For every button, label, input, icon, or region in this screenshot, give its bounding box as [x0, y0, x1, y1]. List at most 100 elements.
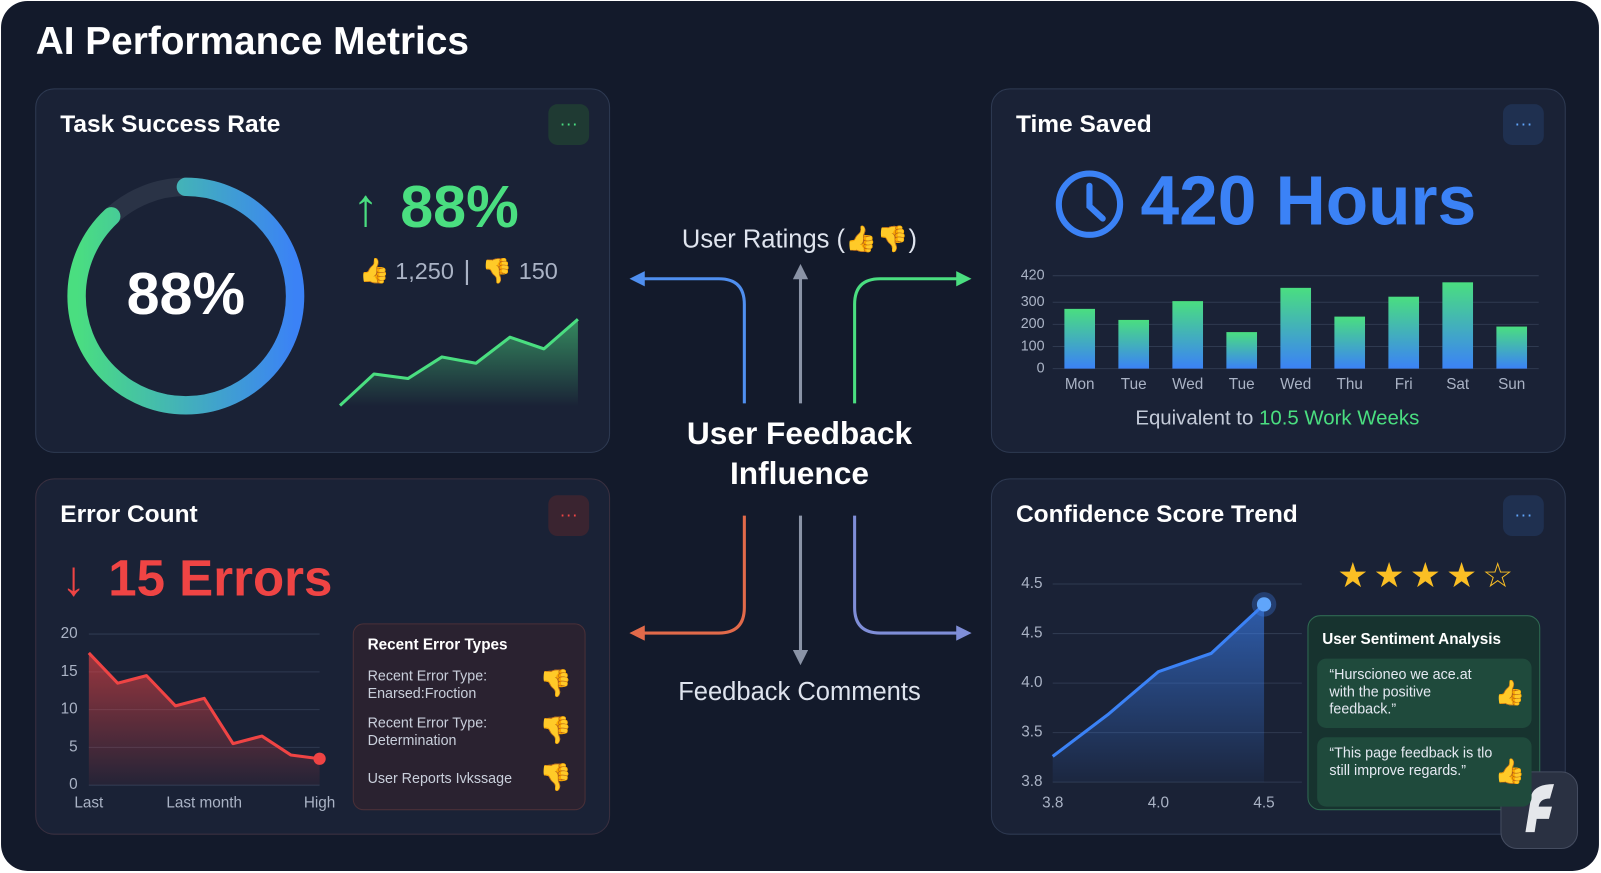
arrow-down-icon: ↓	[61, 552, 86, 606]
x-tick-label: 3.8	[1042, 795, 1063, 812]
y-tick-label: 5	[69, 738, 78, 755]
flow-arrows	[629, 263, 972, 666]
panel-title: Time Saved	[1016, 111, 1152, 138]
comment-card	[1317, 658, 1532, 729]
thumbs-down-icon: 👎	[539, 762, 572, 792]
menu-button[interactable]: ···	[548, 104, 590, 145]
panel-title: Error Count	[60, 501, 197, 528]
bar	[1388, 296, 1420, 369]
bar	[1118, 319, 1150, 369]
comment-text: “This page feedback is tlo still improve…	[1329, 744, 1493, 779]
box-title: Recent Error Types	[368, 636, 508, 653]
star: ☆	[1482, 557, 1513, 595]
panel	[990, 88, 1566, 453]
star: ★	[1410, 557, 1441, 595]
end-point	[313, 752, 326, 765]
area	[1052, 604, 1265, 783]
upvotes: 1,250	[395, 258, 454, 284]
star: ★	[1337, 557, 1368, 595]
panel-title: Confidence Score Trend	[1016, 501, 1298, 528]
y-tick-label: 15	[61, 663, 78, 680]
y-tick-label: 200	[1021, 316, 1045, 332]
panel-title: Task Success Rate	[60, 111, 280, 138]
error-item: Recent Error Type:	[368, 669, 488, 685]
y-tick-label: 300	[1021, 294, 1045, 310]
bar	[1172, 301, 1204, 369]
recent-errors-box	[352, 623, 586, 811]
box-title: User Sentiment Analysis	[1322, 631, 1501, 648]
line	[87, 651, 320, 761]
flow-label: User Ratings (👍👎)	[682, 224, 917, 254]
menu-button[interactable]: ···	[1502, 495, 1544, 537]
line	[338, 318, 579, 407]
x-tick-label: Tue	[1121, 376, 1147, 393]
svg-text:···: ···	[560, 503, 578, 524]
footnote: Equivalent to 10.5 Work Weeks	[1135, 408, 1419, 430]
x-tick-label: Fri	[1395, 376, 1413, 393]
area	[88, 652, 320, 786]
comment-text-box: “This page feedback is tlo still improve…	[1329, 744, 1493, 779]
bar	[1064, 308, 1096, 369]
separator: |	[464, 256, 471, 286]
gauge-label: 88%	[127, 260, 246, 327]
thumbs-up-icon: 👍	[1495, 678, 1526, 707]
star-rating: ★ ★ ★ ★ ☆	[1337, 557, 1513, 595]
svg-text:···: ···	[1514, 503, 1532, 524]
x-tick-label: Wed	[1172, 376, 1203, 393]
menu-button[interactable]: ···	[1502, 104, 1544, 145]
y-tick-label: 0	[1037, 360, 1045, 376]
y-tick-label: 3.5	[1021, 724, 1042, 741]
footnote-text: Equivalent to	[1135, 408, 1253, 430]
headline: 88%	[400, 173, 519, 240]
y-tick-label: 0	[69, 776, 78, 793]
x-tick-label: High	[304, 795, 335, 812]
thumbs-up-icon: 👍	[1495, 756, 1526, 785]
y-tick-label: 3.8	[1021, 773, 1042, 790]
flow-label: Feedback Comments	[678, 678, 921, 706]
error-item: Determination	[368, 733, 457, 749]
headline: 420 Hours	[1141, 162, 1477, 240]
x-tick-label: Sat	[1446, 376, 1470, 393]
error-item: Recent Error Type:	[368, 716, 488, 732]
headline: 15 Errors	[108, 549, 332, 606]
arrow-up-icon: ↑	[352, 178, 379, 237]
menu-button[interactable]: ···	[548, 495, 590, 537]
footnote-highlight: 10.5 Work Weeks	[1259, 408, 1419, 430]
error-item: Enarsed:Froction	[368, 686, 477, 702]
x-tick-label: Wed	[1280, 376, 1311, 393]
x-tick-label: Mon	[1065, 376, 1095, 393]
bar	[1226, 332, 1258, 369]
bar	[1442, 282, 1474, 369]
x-tick-label: Sun	[1498, 376, 1525, 393]
y-tick-label: 20	[61, 625, 78, 642]
bar	[1334, 316, 1366, 369]
star: ★	[1446, 557, 1477, 595]
page-title: AI Performance Metrics	[36, 20, 469, 63]
bar	[1496, 326, 1528, 369]
x-tick-label: 4.5	[1253, 795, 1274, 812]
svg-text:···: ···	[560, 112, 578, 133]
center-title-box: User Feedback Influence	[687, 416, 912, 492]
svg-text:···: ···	[1514, 112, 1532, 133]
x-tick-label: Thu	[1337, 376, 1363, 393]
x-tick-label: 4.0	[1148, 795, 1169, 812]
x-tick-label: Last	[74, 795, 104, 812]
x-tick-label: Tue	[1229, 376, 1255, 393]
error-item: User Reports Ivkssage	[368, 771, 513, 787]
x-tick-label: Last month	[166, 795, 242, 812]
y-tick-label: 420	[1021, 267, 1045, 283]
gauge-arc	[67, 177, 305, 415]
end-point	[1256, 597, 1272, 612]
y-tick-label: 10	[61, 701, 78, 718]
downvotes: 150	[519, 258, 558, 284]
thumbs-down-icon: 👎	[482, 257, 513, 285]
y-tick-label: 4.5	[1021, 575, 1042, 592]
thumbs-down-icon: 👎	[539, 715, 572, 745]
y-tick-label: 100	[1021, 338, 1045, 354]
comment-text: “Hurscioneo we ace.at with the positive …	[1329, 665, 1472, 717]
thumbs-up-icon: 👍	[359, 256, 390, 285]
comment-text-box: “Hurscioneo we ace.at with the positive …	[1329, 665, 1472, 717]
comment-card	[1317, 737, 1532, 807]
